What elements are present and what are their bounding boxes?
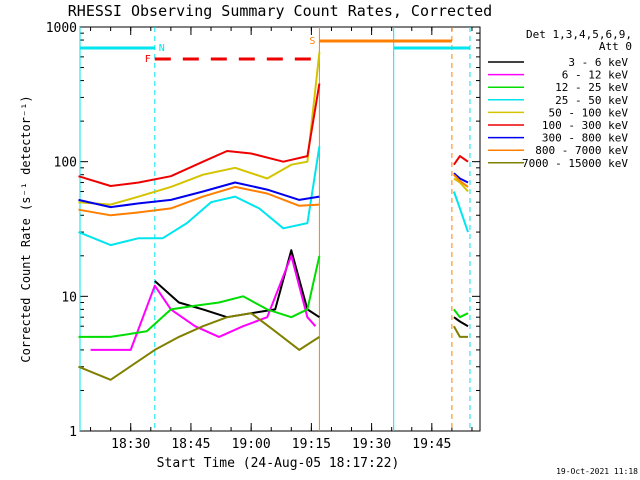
series-line-12-25-kev <box>78 255 321 338</box>
flag-letter-s: S <box>309 36 315 47</box>
x-tick-label: 19:00 <box>232 437 271 452</box>
y-tick-label: 1 <box>69 425 77 440</box>
x-tick-labels: 18:30 18:45 19:00 19:15 19:30 19:45 <box>111 437 451 452</box>
post-series-line-300-800-kev <box>453 172 469 184</box>
series-line-7000-15000-kev <box>78 312 320 381</box>
x-tick-label: 19:30 <box>352 437 391 452</box>
x-tick-label: 19:45 <box>412 437 451 452</box>
y-tick-label: 10 <box>61 290 77 305</box>
plot-frame <box>79 26 481 432</box>
legend-entry-label: 6 - 12 keV <box>562 69 629 82</box>
x-axis-label: Start Time (24-Aug-05 18:17:22) <box>157 456 400 471</box>
post-series-line-25-50-kev <box>452 191 469 233</box>
series-line-300-800-kev <box>78 181 320 209</box>
series-lines <box>78 52 469 381</box>
series-line-6-12-kev <box>90 254 317 351</box>
series-line-25-50-kev <box>78 146 321 247</box>
legend-entry-label: 100 - 300 keV <box>542 119 628 132</box>
post-series-line-50-100-kev <box>453 177 469 193</box>
y-axis-label: Corrected Count Rate (s⁻¹ detector⁻¹) <box>19 95 33 362</box>
time-markers <box>79 27 471 431</box>
axis-ticks <box>80 26 480 432</box>
y-tick-labels: 1 10 100 1000 <box>46 21 77 440</box>
legend-header: Att 0 <box>599 40 632 53</box>
post-series-line-7000-15000-kev <box>453 325 468 338</box>
legend-entry-label: 7000 - 15000 keV <box>522 157 628 170</box>
legend-header: Det 1,3,4,5,6,9, <box>526 28 632 41</box>
y-tick-label: 1000 <box>46 21 77 36</box>
post-series-line-100-300-kev <box>453 155 469 166</box>
flag-bars: NF S <box>80 36 470 65</box>
flag-letter-n: N <box>159 43 165 54</box>
chart-title: RHESSI Observing Summary Count Rates, Co… <box>68 2 492 20</box>
legend-entry-label: 800 - 7000 keV <box>535 144 628 157</box>
legend-entry-label: 300 - 800 keV <box>542 132 628 145</box>
x-tick-label: 18:45 <box>171 437 210 452</box>
flag-letter-f: F <box>145 54 151 65</box>
series-line-50-100-kev <box>78 52 321 206</box>
series-line-800-7000-kev <box>78 185 320 217</box>
x-tick-label: 19:15 <box>292 437 331 452</box>
post-series-line-3-6-kev <box>453 316 469 328</box>
series-line-100-300-kev <box>78 83 321 187</box>
footer-timestamp: 19-Oct-2021 11:18 <box>556 467 638 476</box>
legend-entry-label: 50 - 100 keV <box>549 106 629 119</box>
post-series-line-800-7000-kev <box>453 174 469 188</box>
legend-entry-label: 25 - 50 keV <box>555 94 628 107</box>
post-series-line-12-25-kev <box>453 308 469 319</box>
legend-entry-label: 12 - 25 keV <box>555 81 628 94</box>
legend-entry-label: 3 - 6 keV <box>568 56 628 69</box>
x-tick-label: 18:30 <box>111 437 150 452</box>
y-tick-label: 100 <box>54 156 77 171</box>
